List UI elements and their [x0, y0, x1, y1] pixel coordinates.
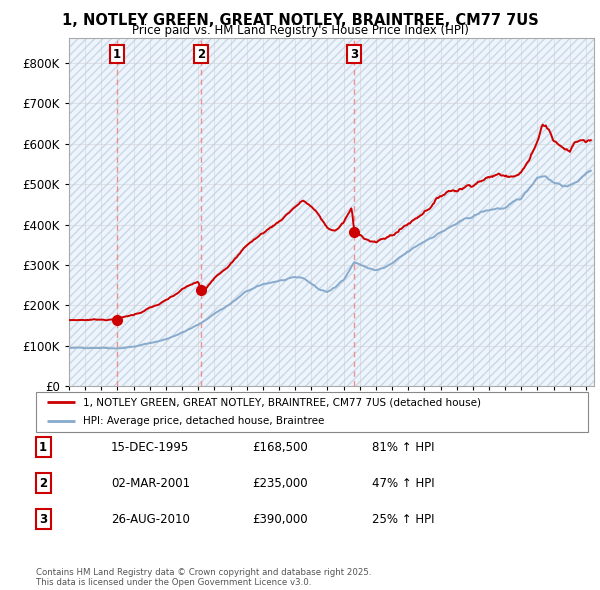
Text: 1: 1	[113, 48, 121, 61]
Text: 1, NOTLEY GREEN, GREAT NOTLEY, BRAINTREE, CM77 7US: 1, NOTLEY GREEN, GREAT NOTLEY, BRAINTREE…	[62, 13, 538, 28]
Text: 26-AUG-2010: 26-AUG-2010	[111, 513, 190, 526]
Text: Contains HM Land Registry data © Crown copyright and database right 2025.
This d: Contains HM Land Registry data © Crown c…	[36, 568, 371, 587]
Text: 81% ↑ HPI: 81% ↑ HPI	[372, 441, 434, 454]
Text: Price paid vs. HM Land Registry's House Price Index (HPI): Price paid vs. HM Land Registry's House …	[131, 24, 469, 37]
FancyBboxPatch shape	[36, 392, 588, 432]
Text: 3: 3	[39, 513, 47, 526]
Text: HPI: Average price, detached house, Braintree: HPI: Average price, detached house, Brai…	[83, 417, 324, 427]
Text: 02-MAR-2001: 02-MAR-2001	[111, 477, 190, 490]
Text: 2: 2	[39, 477, 47, 490]
Text: £235,000: £235,000	[252, 477, 308, 490]
Text: £390,000: £390,000	[252, 513, 308, 526]
Text: 1: 1	[39, 441, 47, 454]
Text: 3: 3	[350, 48, 358, 61]
Text: 1, NOTLEY GREEN, GREAT NOTLEY, BRAINTREE, CM77 7US (detached house): 1, NOTLEY GREEN, GREAT NOTLEY, BRAINTREE…	[83, 397, 481, 407]
Text: 15-DEC-1995: 15-DEC-1995	[111, 441, 189, 454]
Text: 2: 2	[197, 48, 205, 61]
Text: £168,500: £168,500	[252, 441, 308, 454]
Text: 47% ↑ HPI: 47% ↑ HPI	[372, 477, 434, 490]
Text: 25% ↑ HPI: 25% ↑ HPI	[372, 513, 434, 526]
